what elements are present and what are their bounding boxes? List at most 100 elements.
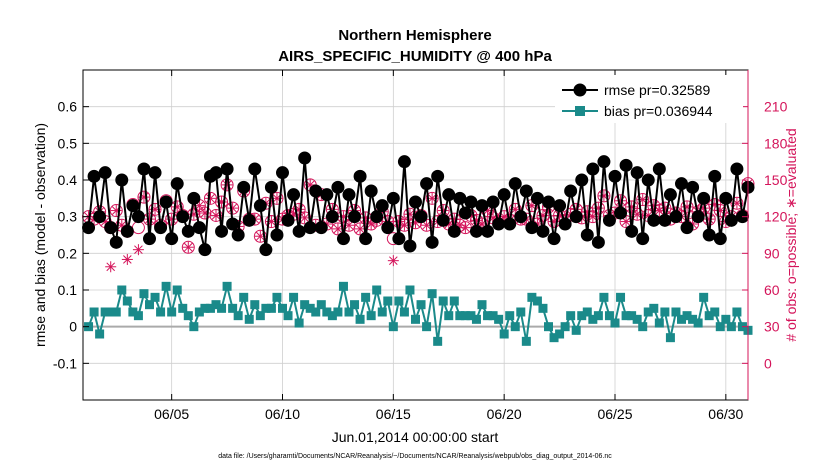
rmse-point bbox=[93, 210, 107, 224]
bias-point bbox=[632, 314, 642, 324]
bias-point bbox=[388, 322, 398, 332]
bias-point bbox=[266, 303, 276, 313]
rmse-point bbox=[680, 221, 694, 235]
rmse-point bbox=[625, 224, 639, 238]
rmse-point bbox=[708, 169, 722, 183]
bias-point bbox=[599, 292, 609, 302]
rmse-point bbox=[702, 228, 716, 242]
possible-obs-point bbox=[181, 240, 195, 254]
bias-point bbox=[588, 314, 598, 324]
bias-point bbox=[460, 311, 470, 321]
rmse-point bbox=[597, 155, 611, 169]
bias-point bbox=[477, 300, 487, 310]
y-tick-label: 0.4 bbox=[58, 172, 78, 188]
bias-point bbox=[571, 325, 581, 335]
rmse-point bbox=[630, 166, 644, 180]
bias-point bbox=[255, 311, 265, 321]
rmse-point bbox=[675, 177, 688, 191]
possible-obs-point bbox=[597, 189, 611, 203]
bias-point bbox=[488, 311, 498, 321]
bias-point bbox=[710, 307, 720, 317]
y2-tick-label: 0 bbox=[764, 355, 772, 371]
bias-point bbox=[627, 311, 637, 321]
rmse-point bbox=[287, 188, 301, 202]
bias-point bbox=[521, 336, 531, 346]
bias-point bbox=[449, 296, 459, 306]
rmse-point bbox=[353, 169, 367, 183]
bias-point bbox=[649, 303, 659, 313]
bias-point bbox=[89, 307, 99, 317]
bias-point bbox=[616, 292, 626, 302]
possible-obs-point bbox=[148, 202, 162, 216]
bias-point bbox=[333, 307, 343, 317]
bias-point bbox=[350, 300, 360, 310]
rmse-point bbox=[397, 155, 411, 169]
rmse-point bbox=[425, 235, 439, 249]
bias-point bbox=[555, 329, 565, 339]
rmse-point bbox=[724, 213, 738, 227]
rmse-point bbox=[641, 173, 655, 187]
rmse-point bbox=[492, 217, 506, 231]
bias-point bbox=[399, 307, 409, 317]
x-axis-label: Jun.01,2014 00:00:00 start bbox=[332, 429, 499, 445]
rmse-point bbox=[564, 184, 578, 198]
rmse-point bbox=[348, 210, 362, 224]
bias-point bbox=[433, 336, 443, 346]
evaluated-obs-point bbox=[227, 202, 239, 214]
rmse-point bbox=[131, 210, 145, 224]
rmse-point bbox=[336, 232, 350, 246]
rmse-point bbox=[259, 243, 273, 257]
rmse-point bbox=[209, 166, 223, 180]
rmse-point bbox=[697, 191, 711, 205]
asterisk-stroke bbox=[300, 213, 309, 223]
bias-point bbox=[494, 314, 504, 324]
legend-bias-label: bias pr=0.036944 bbox=[604, 103, 713, 119]
evaluated-obs-point bbox=[299, 212, 311, 224]
evaluated-obs-point bbox=[387, 255, 399, 267]
series-rmse bbox=[82, 151, 755, 257]
bias-point bbox=[139, 289, 149, 299]
rmse-point bbox=[359, 232, 373, 246]
bias-point bbox=[483, 311, 493, 321]
rmse-point bbox=[303, 221, 317, 235]
bias-point bbox=[145, 300, 154, 310]
bias-point bbox=[283, 311, 293, 321]
rmse-point bbox=[442, 188, 456, 202]
asterisk-stroke bbox=[355, 224, 365, 234]
rmse-point bbox=[508, 177, 522, 191]
rmse-point bbox=[159, 195, 173, 209]
footnote: data file: /Users/gharamti/Documents/NCA… bbox=[218, 453, 612, 460]
asterisk-stroke bbox=[483, 206, 492, 215]
asterisk-stroke bbox=[211, 211, 221, 220]
asterisk-stroke bbox=[344, 220, 354, 230]
bias-point bbox=[682, 311, 692, 321]
bias-point bbox=[438, 296, 448, 306]
bias-point bbox=[660, 307, 670, 317]
bias-point bbox=[383, 296, 393, 306]
rmse-point bbox=[126, 199, 140, 213]
rmse-point bbox=[192, 221, 206, 235]
evaluated-obs-point bbox=[182, 241, 194, 253]
asterisk-stroke bbox=[732, 198, 742, 208]
bias-point bbox=[560, 322, 570, 332]
rmse-point bbox=[237, 180, 251, 194]
bias-point bbox=[726, 322, 736, 332]
rmse-point bbox=[187, 191, 201, 205]
bias-point bbox=[544, 322, 553, 332]
rmse-point bbox=[420, 177, 434, 191]
x-tick-label: 06/05 bbox=[154, 406, 189, 422]
bias-point bbox=[577, 311, 587, 321]
rmse-point bbox=[580, 228, 594, 242]
bias-point bbox=[715, 322, 725, 332]
rmse-point bbox=[614, 206, 628, 220]
bias-point bbox=[538, 303, 548, 313]
bias-point bbox=[643, 307, 653, 317]
bias-point bbox=[239, 292, 249, 302]
rmse-point bbox=[342, 188, 356, 202]
rmse-point bbox=[143, 232, 156, 246]
bias-point bbox=[228, 303, 238, 313]
legend-rmse-marker bbox=[573, 83, 587, 97]
y-tick-label: 0 bbox=[69, 319, 77, 335]
bias-point bbox=[178, 303, 188, 313]
plot-area bbox=[83, 70, 748, 400]
